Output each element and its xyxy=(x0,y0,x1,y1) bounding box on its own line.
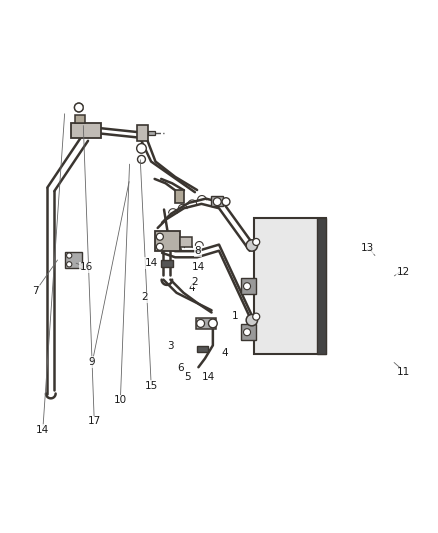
Circle shape xyxy=(222,198,230,206)
Text: 11: 11 xyxy=(396,367,410,377)
Bar xyxy=(317,219,326,354)
Circle shape xyxy=(208,319,217,328)
Bar xyxy=(175,190,184,203)
Text: 8: 8 xyxy=(194,246,201,256)
Bar xyxy=(65,252,82,268)
Circle shape xyxy=(244,282,251,290)
Circle shape xyxy=(244,329,251,336)
Text: 14: 14 xyxy=(191,262,205,272)
Bar xyxy=(148,131,155,135)
Bar xyxy=(137,125,148,141)
Bar xyxy=(211,197,223,206)
Text: 7: 7 xyxy=(32,286,39,296)
Circle shape xyxy=(67,253,72,258)
Text: 3: 3 xyxy=(167,341,174,351)
Circle shape xyxy=(253,313,260,320)
Text: 2: 2 xyxy=(141,292,148,302)
Bar xyxy=(180,237,192,247)
Circle shape xyxy=(253,238,260,246)
Text: 14: 14 xyxy=(145,258,158,268)
Text: 16: 16 xyxy=(80,262,93,272)
Bar xyxy=(71,123,101,138)
Circle shape xyxy=(156,243,163,251)
Circle shape xyxy=(137,143,146,153)
Text: 13: 13 xyxy=(361,243,374,253)
Text: 15: 15 xyxy=(145,381,158,391)
Text: 14: 14 xyxy=(201,372,215,382)
Bar xyxy=(161,260,173,266)
Circle shape xyxy=(197,319,205,327)
Bar xyxy=(155,231,180,251)
Text: 10: 10 xyxy=(114,395,127,405)
Text: 14: 14 xyxy=(36,425,49,435)
Bar xyxy=(196,318,216,329)
Circle shape xyxy=(246,314,258,326)
Text: 4: 4 xyxy=(188,282,195,293)
Text: 4: 4 xyxy=(221,348,228,358)
Text: 9: 9 xyxy=(88,357,95,367)
Bar xyxy=(241,324,256,340)
Text: 12: 12 xyxy=(396,266,410,277)
Text: 2: 2 xyxy=(191,277,198,287)
Circle shape xyxy=(156,233,163,240)
Text: 1: 1 xyxy=(232,311,239,320)
Circle shape xyxy=(74,103,83,112)
Text: 6: 6 xyxy=(177,363,184,373)
Bar xyxy=(197,346,208,352)
Bar xyxy=(254,219,326,354)
Circle shape xyxy=(246,240,258,251)
Text: 5: 5 xyxy=(184,372,191,382)
Bar xyxy=(241,278,256,294)
Text: 17: 17 xyxy=(88,416,101,426)
Bar xyxy=(75,115,85,123)
Circle shape xyxy=(138,156,145,163)
Circle shape xyxy=(213,198,221,206)
Circle shape xyxy=(67,262,72,267)
